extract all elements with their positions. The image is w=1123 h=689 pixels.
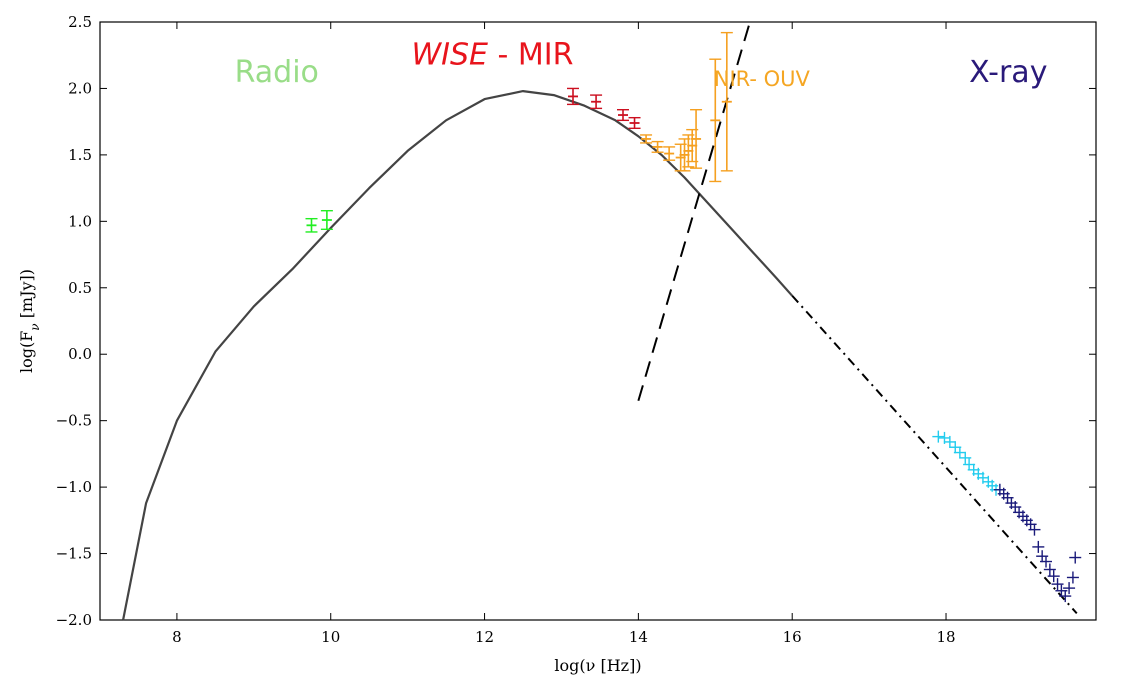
data-point: [943, 435, 956, 448]
series-x-ray-hard-: [993, 483, 1082, 603]
series-x-ray-soft-: [932, 430, 1003, 496]
data-point: [1066, 571, 1079, 584]
y-tick-label: −1.5: [56, 545, 92, 563]
y-tick-label: −2.0: [56, 611, 92, 629]
x-axis-ticks: 8 10 12 14 16 18: [172, 22, 956, 646]
y-tick-label: 0.0: [68, 345, 92, 363]
x-tick-label: 10: [321, 628, 340, 646]
data-point: [959, 451, 972, 464]
data-point: [1051, 578, 1064, 591]
data-point: [1059, 590, 1072, 603]
data-point: [1069, 551, 1082, 564]
x-tick-label: 14: [629, 628, 648, 646]
model-lines: [122, 21, 1078, 621]
x-tick-label: 8: [172, 628, 182, 646]
y-tick-label: −0.5: [56, 412, 92, 430]
y-tick-label: 2.0: [68, 79, 92, 97]
data-point: [1028, 523, 1041, 536]
y-axis-title: log(Fν [mJy]): [17, 269, 42, 373]
x-axis-title: log(ν [Hz]): [554, 656, 641, 675]
data-point: [1032, 540, 1045, 553]
data-point: [1040, 555, 1053, 568]
data-point: [1043, 563, 1056, 576]
label-x-ray: X-ray: [969, 55, 1047, 90]
x-tick-label: 18: [936, 628, 955, 646]
label-wise: WISE - MIR: [411, 38, 573, 73]
data-point: [953, 446, 966, 459]
y-tick-label: 1.0: [68, 212, 92, 230]
data-point: [932, 430, 945, 443]
data-point: [1063, 582, 1076, 595]
data-points: [305, 31, 1082, 603]
label-radio: Radio: [235, 55, 319, 90]
region-labels: Radio WISE - MIR NIR- OUV X-ray: [235, 38, 1048, 91]
steep-component-line: [637, 21, 751, 402]
series-radio: [305, 210, 333, 233]
y-tick-label: 1.5: [68, 146, 92, 164]
series-wise-mir: [567, 87, 641, 130]
data-point: [1047, 570, 1060, 583]
x-tick-label: 16: [783, 628, 802, 646]
label-nir-ouv: NIR- OUV: [714, 67, 811, 91]
y-tick-label: 0.5: [68, 279, 92, 297]
series-nir-ouv: [640, 31, 733, 183]
extrapolation-line: [791, 295, 1078, 615]
y-tick-label: 2.5: [68, 13, 92, 31]
model-curve: [122, 90, 794, 621]
y-tick-label: −1.0: [56, 478, 92, 496]
x-tick-label: 12: [475, 628, 494, 646]
y-axis-ticks: −2.0 −1.5 −1.0 −0.5 0.0 0.5 1.0 1.5 2.0 2.5: [56, 13, 1096, 629]
plot-frame: [99, 21, 1097, 621]
